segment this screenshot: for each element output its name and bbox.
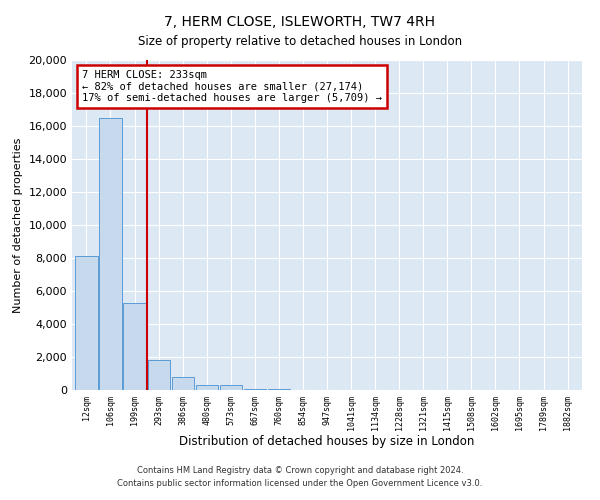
Text: Contains HM Land Registry data © Crown copyright and database right 2024.
Contai: Contains HM Land Registry data © Crown c… <box>118 466 482 487</box>
Text: 7, HERM CLOSE, ISLEWORTH, TW7 4RH: 7, HERM CLOSE, ISLEWORTH, TW7 4RH <box>164 15 436 29</box>
Bar <box>172 377 194 390</box>
Bar <box>76 256 98 390</box>
Bar <box>148 360 170 390</box>
Bar <box>244 389 266 390</box>
Bar <box>220 385 242 390</box>
Y-axis label: Number of detached properties: Number of detached properties <box>13 138 23 312</box>
Text: Size of property relative to detached houses in London: Size of property relative to detached ho… <box>138 35 462 48</box>
Bar <box>196 385 218 390</box>
Bar <box>100 118 122 390</box>
X-axis label: Distribution of detached houses by size in London: Distribution of detached houses by size … <box>179 436 475 448</box>
Bar <box>124 302 146 390</box>
Text: 7 HERM CLOSE: 233sqm
← 82% of detached houses are smaller (27,174)
17% of semi-d: 7 HERM CLOSE: 233sqm ← 82% of detached h… <box>82 70 382 103</box>
